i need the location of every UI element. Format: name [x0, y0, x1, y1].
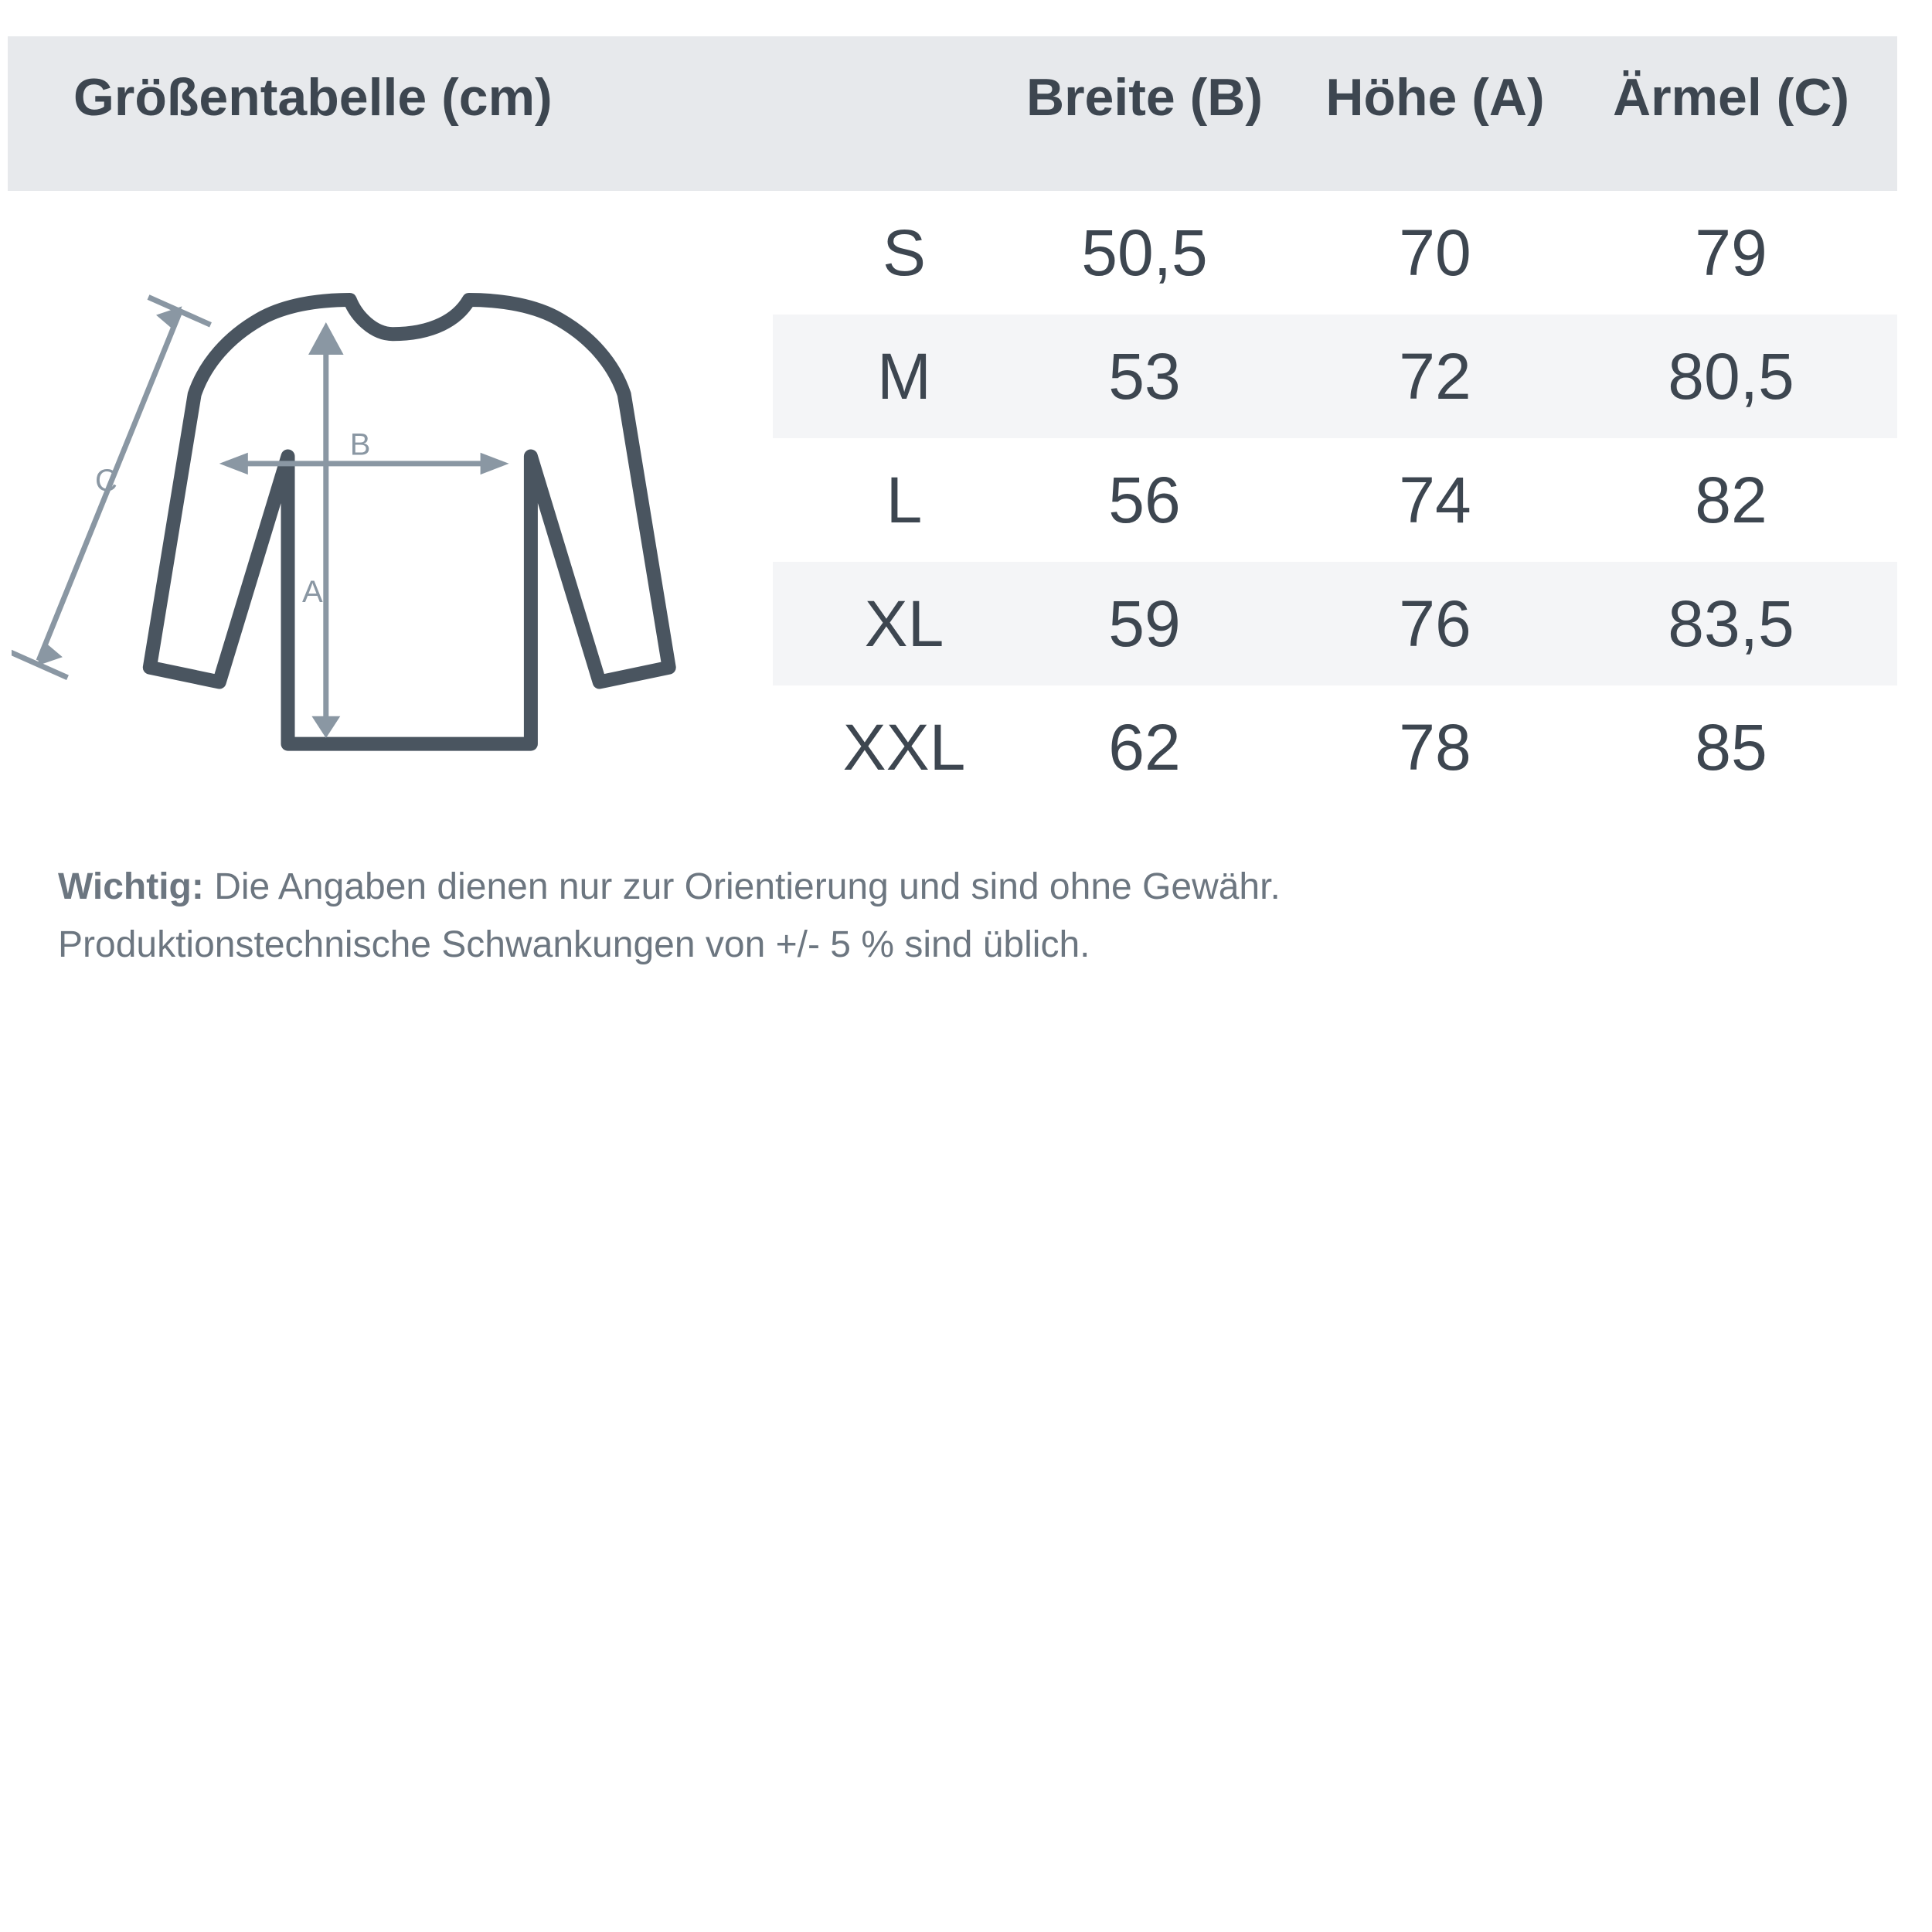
svg-text:A: A: [302, 575, 323, 609]
svg-text:B: B: [350, 428, 371, 462]
svg-text:C: C: [95, 464, 117, 498]
